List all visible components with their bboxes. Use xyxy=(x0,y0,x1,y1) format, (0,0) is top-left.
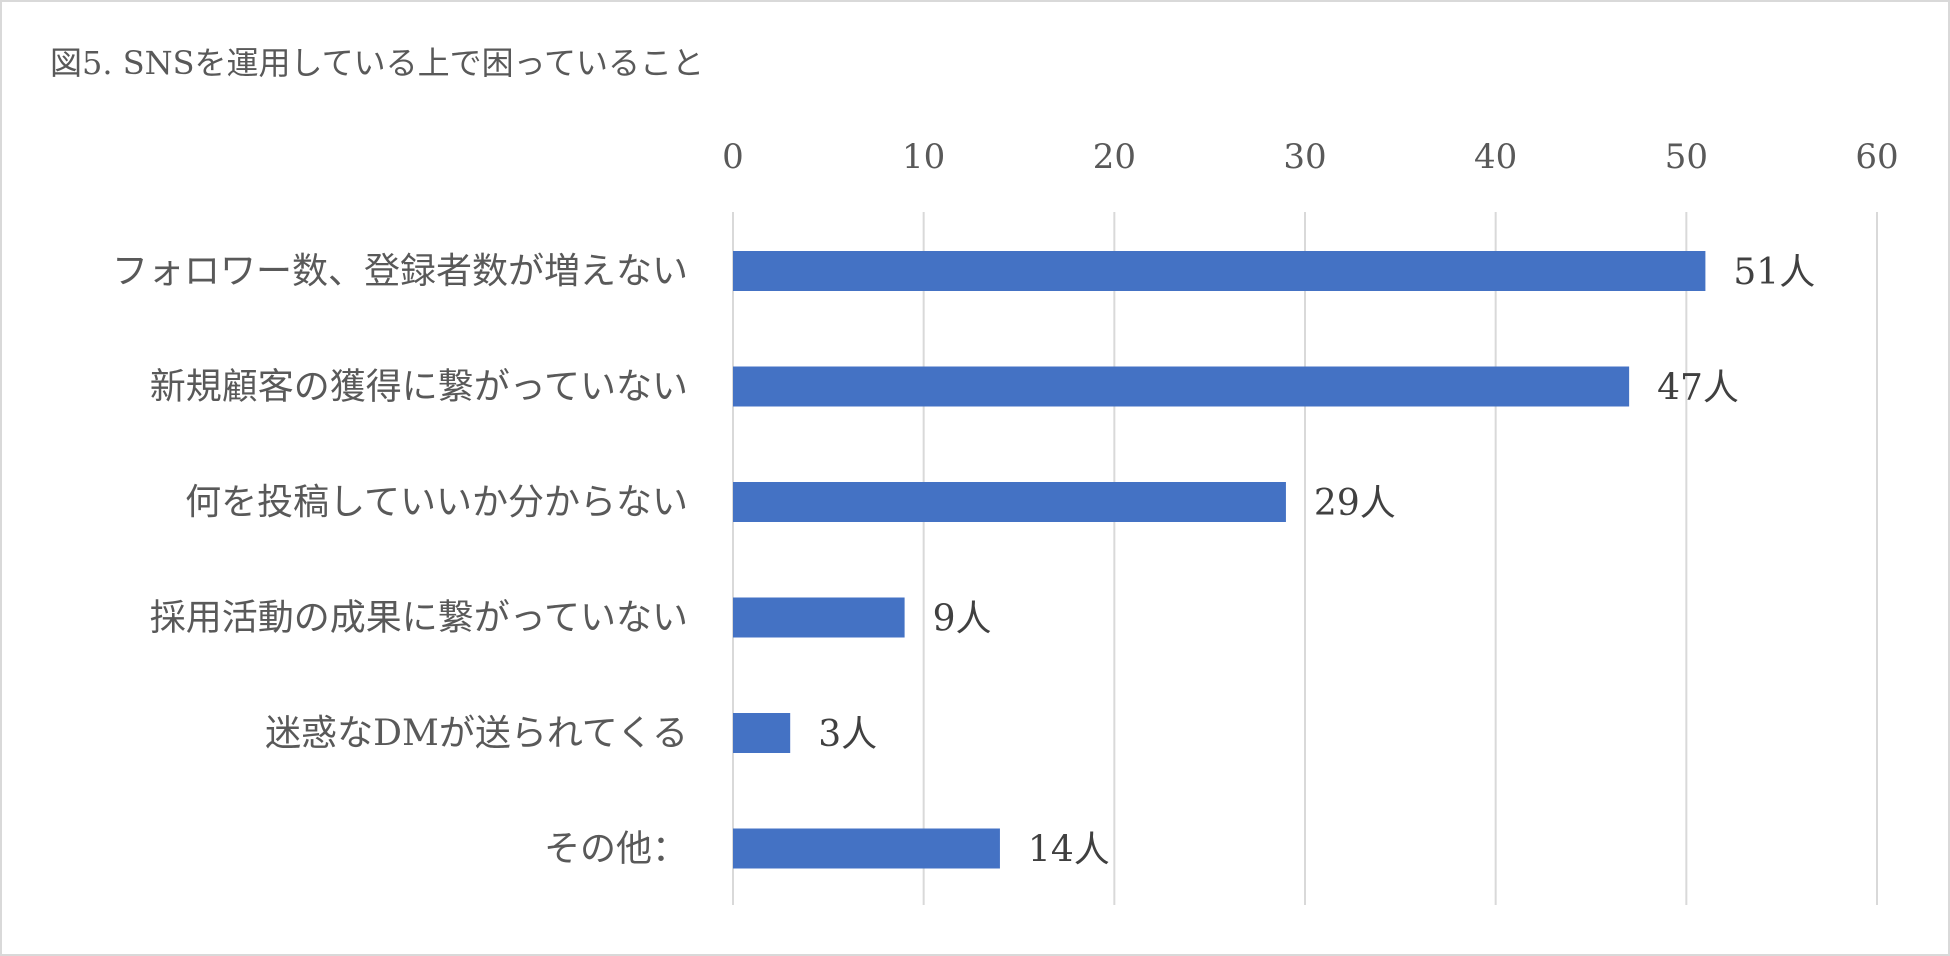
category-label: 採用活動の成果に繋がっていない xyxy=(150,598,688,639)
data-label: 9人 xyxy=(933,599,992,640)
x-tick-label: 60 xyxy=(1855,137,1898,177)
data-label: 14人 xyxy=(1028,830,1110,871)
bar xyxy=(733,251,1706,291)
data-label: 47人 xyxy=(1657,368,1739,409)
x-tick-label: 0 xyxy=(722,137,744,177)
x-tick-label: 30 xyxy=(1283,137,1326,177)
category-label: 新規顧客の獲得に繋がっていない xyxy=(150,367,688,408)
x-tick-label: 10 xyxy=(902,137,945,177)
x-tick-labels: 0 10 20 30 40 50 60 xyxy=(722,137,1898,177)
bar xyxy=(733,828,1000,869)
category-label: 何を投稿していいか分からない xyxy=(185,482,688,523)
category-label: フォロワー数、登録者数が増えない xyxy=(112,251,688,292)
bar xyxy=(733,366,1630,407)
bar xyxy=(733,482,1286,522)
data-labels: 51人 47人 29人 9人 3人 14人 xyxy=(818,252,1815,871)
data-label: 3人 xyxy=(818,714,877,755)
category-labels: フォロワー数、登録者数が増えない新規顧客の獲得に繋がっていない何を投稿していいか… xyxy=(112,251,688,870)
x-tick-label: 50 xyxy=(1665,137,1708,177)
bars xyxy=(733,251,1706,869)
gridlines xyxy=(732,212,1878,905)
x-tick-label: 20 xyxy=(1093,137,1136,177)
bar xyxy=(733,713,791,753)
category-label: 迷惑なDMが送られてくる xyxy=(265,713,688,754)
x-tick-label: 40 xyxy=(1474,137,1517,177)
category-label: その他： xyxy=(544,829,688,870)
chart-title: 図5. SNSを運用している上で困っていること xyxy=(50,44,704,82)
data-label: 51人 xyxy=(1733,252,1815,293)
data-label: 29人 xyxy=(1314,483,1396,524)
bar xyxy=(733,597,905,638)
